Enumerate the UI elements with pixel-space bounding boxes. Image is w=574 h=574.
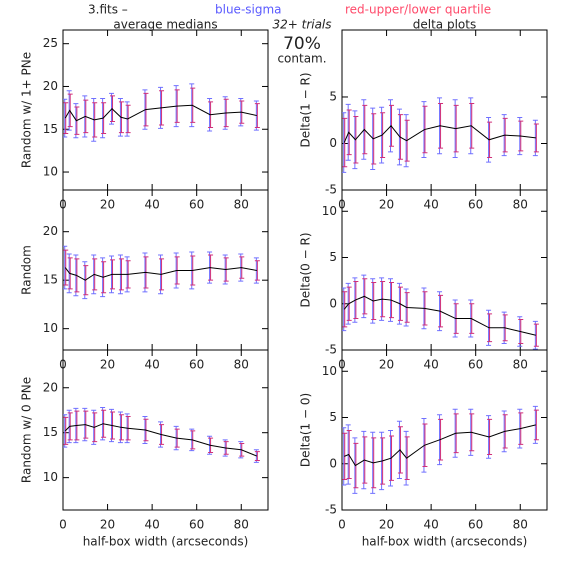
y-tick-label: -5: [325, 183, 337, 197]
panel-frame: [62, 349, 269, 511]
plot-area: [63, 83, 260, 142]
y-tick-label: 5: [329, 410, 337, 424]
sigma-error-bar: [63, 414, 68, 448]
x-tick-label: 60: [468, 358, 483, 372]
x-tick-label: 60: [468, 518, 483, 532]
median-line: [343, 295, 536, 336]
x-tick-label: 80: [234, 358, 249, 372]
median-line: [64, 423, 258, 457]
quartile-error-bar: [254, 451, 260, 462]
y-tick-label: 0: [329, 456, 337, 470]
trials-label: 32+ trials: [272, 18, 331, 32]
y-tick-label: 5: [329, 89, 337, 103]
y-tick-label: 20: [43, 79, 58, 93]
median-line: [343, 125, 536, 143]
x-tick-label: 40: [144, 358, 159, 372]
x-tick-label: 40: [144, 518, 159, 532]
y-tick-label: 10: [43, 321, 58, 335]
x-tick-label: 60: [189, 518, 204, 532]
x-tick-label: 20: [379, 358, 394, 372]
x-axis-label: half-box width (arcseconds): [362, 535, 528, 549]
x-axis-label: half-box width (arcseconds): [83, 535, 249, 549]
plot-area: [342, 405, 539, 494]
file-label: 3.fits –: [88, 3, 128, 17]
x-tick-label: 80: [513, 518, 528, 532]
y-tick-label: 15: [43, 273, 58, 287]
y-tick-label: 10: [322, 204, 337, 218]
x-tick-label: 20: [100, 198, 115, 212]
quartile-error-bar: [533, 123, 539, 153]
x-tick-label: 60: [189, 198, 204, 212]
x-tick-label: 0: [59, 518, 67, 532]
plot-area: [63, 407, 260, 463]
plot-area: [342, 97, 539, 173]
x-tick-label: 40: [144, 198, 159, 212]
x-tick-label: 80: [513, 358, 528, 372]
y-tick-label: 5: [329, 250, 337, 264]
sigma-error-bar: [63, 245, 68, 290]
y-axis-label: Delta(1 − 0): [299, 393, 313, 467]
legend-sigma: blue-sigma: [215, 3, 282, 17]
x-tick-label: 0: [338, 518, 346, 532]
x-tick-label: 60: [189, 358, 204, 372]
y-tick-label: -5: [325, 503, 337, 517]
y-axis-label: Random: [20, 245, 34, 295]
median-line: [64, 267, 257, 281]
x-tick-label: 80: [234, 518, 249, 532]
sigma-error-bar: [342, 287, 347, 332]
median-line: [344, 424, 536, 467]
y-tick-label: 10: [43, 165, 58, 179]
contam-label: contam.: [277, 52, 326, 66]
y-tick-label: 15: [43, 122, 58, 136]
plot-area: [342, 274, 539, 350]
x-tick-label: 40: [423, 198, 438, 212]
panel-frame: [341, 189, 548, 351]
y-axis-label: Random w/ 1+ PNe: [20, 52, 34, 168]
x-tick-label: 20: [379, 518, 394, 532]
sigma-error-bar: [342, 112, 347, 173]
legend-quartile: red-upper/lower quartile: [345, 3, 491, 17]
y-axis-label: Random w/ 0 PNe: [20, 377, 34, 483]
y-tick-label: 15: [43, 425, 58, 439]
x-tick-label: 40: [423, 358, 438, 372]
x-tick-label: 60: [468, 198, 483, 212]
y-tick-label: 20: [43, 380, 58, 394]
x-tick-label: 80: [234, 198, 249, 212]
y-axis-label: Delta(0 − R): [299, 232, 313, 307]
y-tick-label: 10: [43, 470, 58, 484]
y-axis-label: Delta(1 − R): [299, 72, 313, 147]
y-tick-label: -5: [325, 343, 337, 357]
y-tick-label: 20: [43, 224, 58, 238]
panel-frame: [341, 349, 548, 511]
panel-title: delta plots: [413, 18, 476, 32]
x-tick-label: 20: [100, 518, 115, 532]
panel-title: average medians: [113, 18, 217, 32]
x-tick-label: 20: [100, 358, 115, 372]
quartile-error-bar: [533, 323, 539, 347]
y-tick-label: 0: [329, 296, 337, 310]
sigma-error-bar: [342, 427, 347, 486]
y-tick-label: 10: [322, 364, 337, 378]
contam-value: 70%: [283, 34, 321, 54]
quartile-error-bar: [254, 103, 260, 129]
x-tick-label: 40: [423, 518, 438, 532]
x-tick-label: 20: [379, 198, 394, 212]
sigma-error-bar: [63, 98, 68, 138]
quartile-error-bar: [533, 409, 539, 441]
y-tick-label: 25: [43, 36, 58, 50]
y-tick-label: 0: [329, 136, 337, 150]
median-line: [64, 104, 257, 122]
plot-area: [63, 245, 260, 300]
x-tick-label: 80: [513, 198, 528, 212]
quartile-error-bar: [254, 260, 260, 281]
